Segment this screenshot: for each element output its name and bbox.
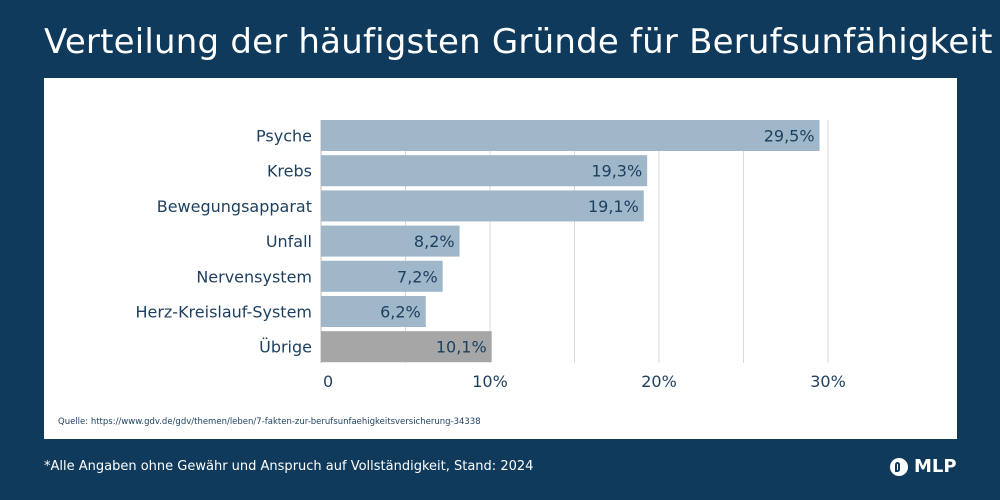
bar xyxy=(321,190,644,222)
mlp-logo-icon xyxy=(890,457,908,476)
mlp-logo: MLP xyxy=(890,456,957,477)
data-label: 19,1% xyxy=(588,197,639,216)
data-label: 6,2% xyxy=(380,303,421,322)
data-label: 10,1% xyxy=(436,338,487,357)
bar xyxy=(321,296,426,327)
x-tick-label: 10% xyxy=(472,372,508,391)
bar xyxy=(321,225,460,257)
x-tick-label: 20% xyxy=(641,372,677,391)
category-label: Psyche xyxy=(256,127,312,146)
source-note: Quelle: https://www.gdv.de/gdv/themen/le… xyxy=(58,417,481,427)
bar xyxy=(321,120,820,151)
data-label: 29,5% xyxy=(764,127,815,146)
logo-text: MLP xyxy=(914,456,957,477)
category-label: Krebs xyxy=(267,162,312,181)
category-label: Herz-Kreislauf-System xyxy=(135,303,312,322)
category-label: Unfall xyxy=(266,232,312,251)
chart-title: Verteilung der häufigsten Gründe für Ber… xyxy=(44,22,993,62)
x-tick-label: 30% xyxy=(810,372,846,391)
x-tick-label: 0 xyxy=(323,372,333,391)
chart-panel: Psyche 29,5% Krebs 19,3% Bewegungsapparat 19,… xyxy=(44,78,957,439)
category-label: Nervensystem xyxy=(196,267,312,286)
bar xyxy=(321,331,492,363)
category-label: Übrige xyxy=(259,338,312,357)
data-label: 7,2% xyxy=(397,267,438,286)
category-label: Bewegungsapparat xyxy=(157,197,312,216)
data-label: 8,2% xyxy=(414,232,455,251)
bar-chart: Psyche 29,5% Krebs 19,3% Bewegungsapparat 19,… xyxy=(135,120,846,391)
bar xyxy=(321,155,648,187)
bar xyxy=(321,260,443,292)
data-label: 19,3% xyxy=(591,162,642,181)
footnote: *Alle Angaben ohne Gewähr und Anspruch a… xyxy=(44,459,534,474)
